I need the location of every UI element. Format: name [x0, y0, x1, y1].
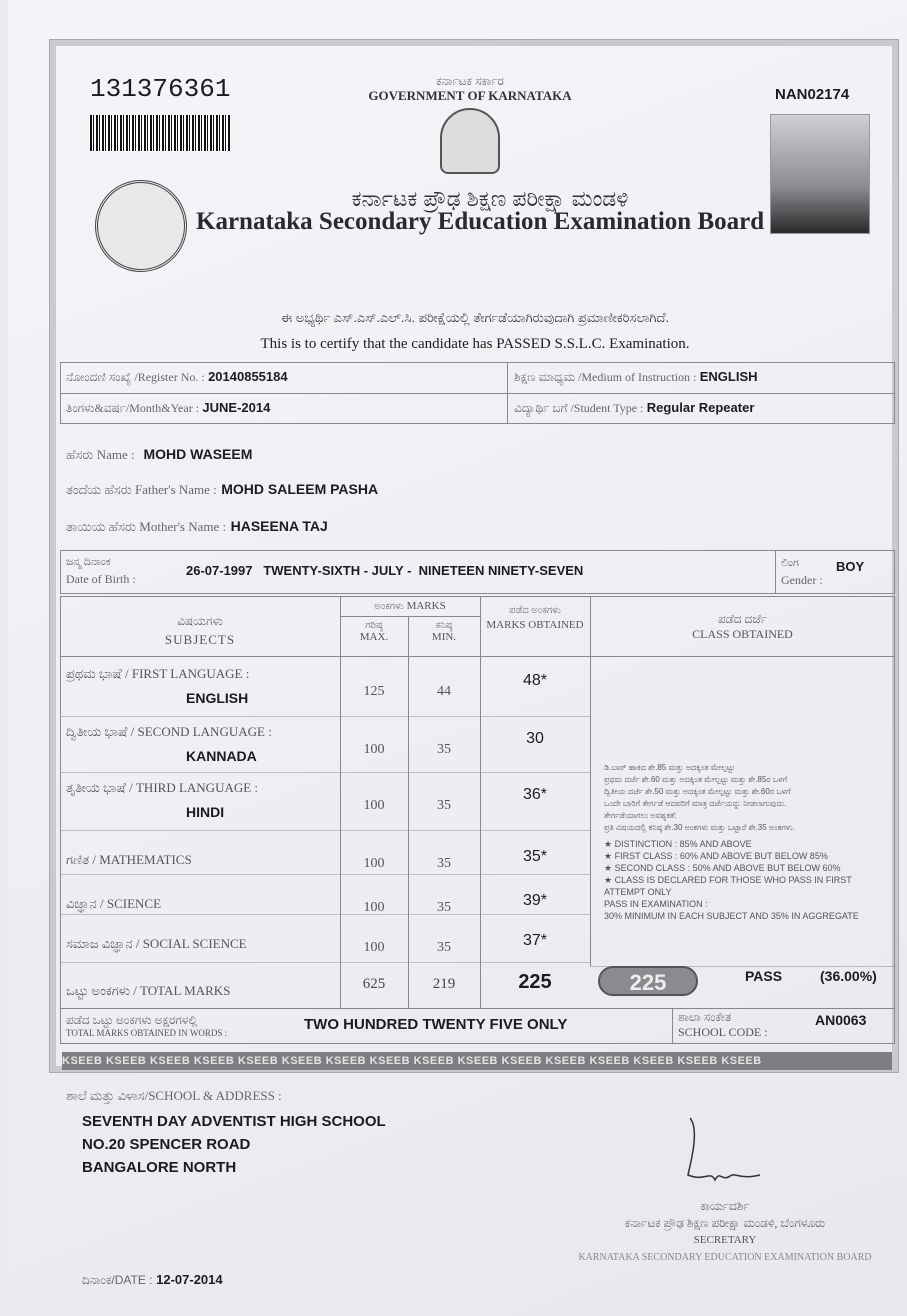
total-min: 219	[432, 976, 456, 992]
obtained-marks: 36*	[522, 786, 548, 803]
government-title: GOVERNMENT OF KARNATAKA	[368, 88, 572, 103]
max-marks: 100	[363, 742, 385, 757]
gender-label-kannada: ಲಿಂಗ	[781, 557, 799, 569]
board-seal	[95, 180, 187, 272]
month-year-field: ತಿಂಗಳು&ವರ್ಷ/Month&Year : JUNE-2014	[66, 400, 271, 415]
dob-label: Date of Birth :	[66, 572, 136, 586]
total-label: ಒಟ್ಟು ಅಂಕಗಳು / TOTAL MARKS	[66, 983, 231, 998]
board-title-kannada: ಕರ್ನಾಟಕ ಪ್ರೌಢ ಶಿಕ್ಷಣ ಪರೀಕ್ಷಾ ಮಂಡಳಿ	[351, 186, 629, 211]
subject-row: ಸಮಾಜ ವಿಜ್ಞಾನ / SOCIAL SCIENCE 100 35 37*	[60, 920, 590, 968]
mother-name-field: ತಾಯಿಯ ಹೆಸರು Mother's Name : HASEENA TAJ	[66, 518, 328, 534]
dob-label-kannada: ಜನ್ಮ ದಿನಾಂಕ	[66, 556, 111, 568]
min-marks: 44	[437, 684, 451, 699]
max-marks: 100	[363, 798, 385, 813]
subject-label: ಗಣಿತ / MATHEMATICS	[66, 852, 192, 867]
candidate-photo	[770, 114, 870, 234]
marks-header: ಅಂಕಗಳು MARKS	[374, 600, 446, 612]
subject-label: ವಿಜ್ಞಾನ / SCIENCE	[66, 896, 162, 911]
document-code: NAN02174	[775, 86, 850, 103]
legend-kannada-line: ದ್ವಿತೀಯ ದರ್ಜೆ ಶೇ.50 ಮತ್ತು ಅದಕ್ಕಿಂತ ಮೇಲ್ಪ…	[604, 787, 791, 796]
total-max: 625	[362, 976, 386, 992]
max-marks: 125	[363, 684, 385, 699]
school-address-label: ಶಾಲೆ ಮತ್ತು ವಿಳಾಸ/SCHOOL & ADDRESS :	[66, 1088, 282, 1103]
school-code-label: ಶಾಲಾ ಸಂಕೇತ SCHOOL CODE :	[678, 1010, 768, 1039]
min-marks: 35	[437, 900, 451, 915]
total-in-words: TWO HUNDRED TWENTY FIVE ONLY	[304, 1016, 568, 1033]
obtained-marks: 30	[526, 730, 544, 747]
subject-label: ದ್ವಿತೀಯ ಭಾಷೆ / SECOND LANGUAGE :	[66, 724, 272, 739]
register-field: ನೋಂದಣಿ ಸಂಖ್ಯೆ /Register No. : 2014085518…	[66, 369, 288, 384]
gender-value: BOY	[836, 559, 865, 574]
legend-kannada-line: ತೇರ್ಗಡೆಯಾಗಲು ಅವಶ್ಯಕತೆ:	[604, 811, 677, 820]
issue-date: ದಿನಾಂಕ/DATE : 12-07-2014	[82, 1272, 223, 1287]
subject-row: ಗಣಿತ / MATHEMATICS 100 35 35*	[60, 836, 590, 884]
subject-row: ಪ್ರಥಮ ಭಾಷೆ / FIRST LANGUAGE : ENGLISH 12…	[60, 664, 590, 712]
barcode	[90, 115, 230, 151]
subjects-header: SUBJECTS	[164, 632, 236, 647]
min-marks: 35	[437, 856, 451, 871]
percentage: (36.00%)	[820, 968, 877, 984]
dob-box	[60, 550, 895, 594]
max-marks: 100	[363, 940, 385, 955]
total-obtained: 225	[518, 971, 552, 993]
max-marks: 100	[363, 900, 385, 915]
certify-kannada: ಈ ಅಭ್ಯರ್ಥಿ ಎಸ್.ಎಸ್.ಎಲ್.ಸಿ. ಪರೀಕ್ಷೆಯಲ್ಲಿ …	[280, 310, 670, 325]
legend-kannada-line: ಪ್ರಥಮ ದರ್ಜೆ ಶೇ.60 ಮತ್ತು ಅದಕ್ಕಿಂತ ಮೇಲ್ಪಟ್…	[604, 775, 788, 784]
legend-kannada-line: ಪ್ರತಿ ವಿಷಯದಲ್ಲಿ ಕನಿಷ್ಠ ಶೇ.30 ಅಂಕಗಳು ಮತ್ತ…	[604, 823, 795, 832]
name-field: ಹೆಸರು Name : MOHD WASEEM	[66, 446, 253, 462]
total-badge: 225	[598, 966, 698, 996]
medium-field: ಶಿಕ್ಷಣ ಮಾಧ್ಯಮ /Medium of Instruction : E…	[514, 369, 758, 384]
kseeb-security-strip: KSEEB KSEEB KSEEB KSEEB KSEEB KSEEB KSEE…	[62, 1052, 892, 1070]
father-name-field: ತಂದೆಯ ಹೆಸರು Father's Name : MOHD SALEEM …	[66, 481, 379, 497]
legend-kannada-line: ಡಿ.ಬಾರ್ ಹಾಕಿದ ಶೇ.85 ಮತ್ತು ಅದಕ್ಕಿಂತ ಮೇಲ್ಪ…	[604, 763, 736, 772]
max-header: ಗರಿಷ್ಠ MAX.	[359, 620, 389, 643]
subject-label: ತೃತೀಯ ಭಾಷೆ / THIRD LANGUAGE :	[66, 780, 259, 795]
school-address: SEVENTH DAY ADVENTIST HIGH SCHOOL NO.20 S…	[82, 1113, 386, 1176]
min-header: ಕನಿಷ್ಠ MIN.	[431, 620, 457, 643]
min-marks: 35	[437, 798, 451, 813]
secretary-signature	[687, 1117, 761, 1182]
legend-line: ★ FIRST CLASS : 60% AND ABOVE BUT BELOW …	[604, 851, 828, 861]
state-emblem	[440, 108, 500, 174]
government-kannada: ಕರ್ನಾಟಕ ಸರ್ಕಾರ	[436, 74, 504, 88]
legend-kannada-line: ಒಂದೇ ಬಾರಿಗೆ ತೇರ್ಗಡೆ ಆದವರಿಗೆ ಮಾತ್ರ ದರ್ಜೆಯ…	[604, 799, 787, 808]
min-marks: 35	[437, 742, 451, 757]
subject-name: HINDI	[186, 804, 225, 820]
class-header: ಪಡೆದ ದರ್ಜೆ CLASS OBTAINED	[692, 612, 793, 641]
subject-name: ENGLISH	[186, 690, 249, 706]
legend-line: ★ DISTINCTION : 85% AND ABOVE	[604, 839, 752, 849]
gender-label: Gender :	[781, 573, 823, 587]
legend-line: ★ CLASS IS DECLARED FOR THOSE WHO PASS I…	[604, 875, 852, 897]
class-legend: ಡಿ.ಬಾರ್ ಹಾಕಿದ ಶೇ.85 ಮತ್ತು ಅದಕ್ಕಿಂತ ಮೇಲ್ಪ…	[604, 762, 894, 922]
min-marks: 35	[437, 940, 451, 955]
result: PASS	[745, 968, 783, 984]
board-title: Karnataka Secondary Education Examinatio…	[196, 208, 765, 235]
max-marks: 100	[363, 856, 385, 871]
signatory-block: ಕಾರ್ಯದರ್ಶಿ ಕರ್ನಾಟಕ ಪ್ರೌಢ ಶಿಕ್ಷಣ ಪರೀಕ್ಷಾ …	[578, 1199, 872, 1263]
certify-text: This is to certify that the candidate ha…	[260, 336, 690, 352]
subject-row: ವಿಜ್ಞಾನ / SCIENCE 100 35 39*	[60, 880, 590, 928]
subject-row: ದ್ವಿತೀಯ ಭಾಷೆ / SECOND LANGUAGE : KANNADA…	[60, 722, 590, 770]
serial-number: 131376361	[90, 74, 231, 104]
legend-line: ★ SECOND CLASS : 50% AND ABOVE BUT BELOW…	[604, 863, 841, 873]
obtained-marks: 39*	[522, 892, 548, 909]
subject-row: ತೃತೀಯ ಭಾಷೆ / THIRD LANGUAGE : HINDI 100 …	[60, 778, 590, 826]
dob-value: 26-07-1997 TWENTY-SIXTH - JULY - NINETEE…	[186, 563, 584, 578]
student-type-field: ವಿದ್ಯಾರ್ಥಿ ಬಗೆ /Student Type : Regular R…	[514, 400, 755, 415]
school-code-value: AN0063	[815, 1012, 867, 1028]
subject-label: ಪ್ರಥಮ ಭಾಷೆ / FIRST LANGUAGE :	[66, 666, 250, 681]
words-label: ಪಡೆದ ಒಟ್ಟು ಅಂಕಗಳು ಅಕ್ಷರಗಳಲ್ಲಿ TOTAL MARKS…	[66, 1013, 228, 1038]
obtained-marks: 48*	[522, 672, 548, 689]
obtained-header: ಪಡೆದ ಅಂಕಗಳು MARKS OBTAINED	[486, 605, 584, 631]
marks-table	[60, 596, 895, 1044]
subject-label: ಸಮಾಜ ವಿಜ್ಞಾನ / SOCIAL SCIENCE	[66, 936, 247, 951]
obtained-marks: 35*	[522, 848, 548, 865]
obtained-marks: 37*	[522, 932, 548, 949]
subjects-header-kannada: ವಿಷಯಗಳು	[177, 614, 223, 628]
subject-name: KANNADA	[186, 748, 257, 764]
